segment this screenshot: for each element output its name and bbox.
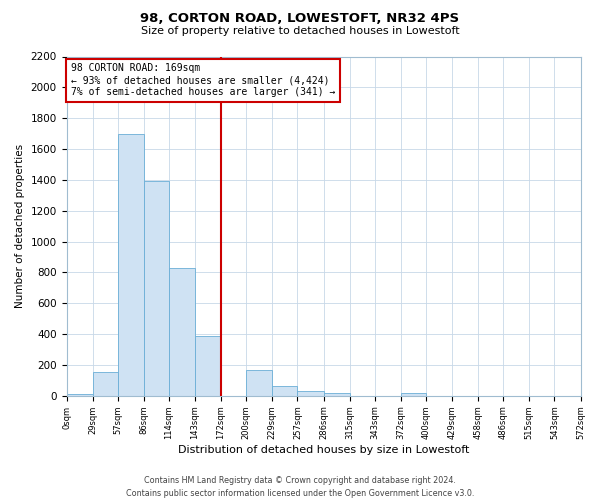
Bar xyxy=(323,393,350,396)
Bar xyxy=(298,391,323,396)
Bar xyxy=(246,370,272,396)
Bar xyxy=(195,336,221,396)
Bar xyxy=(67,394,92,396)
Bar xyxy=(401,393,426,396)
Text: 98, CORTON ROAD, LOWESTOFT, NR32 4PS: 98, CORTON ROAD, LOWESTOFT, NR32 4PS xyxy=(140,12,460,26)
Text: 98 CORTON ROAD: 169sqm
← 93% of detached houses are smaller (4,424)
7% of semi-d: 98 CORTON ROAD: 169sqm ← 93% of detached… xyxy=(71,64,335,96)
X-axis label: Distribution of detached houses by size in Lowestoft: Distribution of detached houses by size … xyxy=(178,445,469,455)
Bar xyxy=(92,372,118,396)
Bar xyxy=(169,268,195,396)
Text: Size of property relative to detached houses in Lowestoft: Size of property relative to detached ho… xyxy=(140,26,460,36)
Bar xyxy=(118,134,144,396)
Text: Contains HM Land Registry data © Crown copyright and database right 2024.
Contai: Contains HM Land Registry data © Crown c… xyxy=(126,476,474,498)
Y-axis label: Number of detached properties: Number of detached properties xyxy=(15,144,25,308)
Bar xyxy=(144,182,169,396)
Bar xyxy=(272,386,298,396)
